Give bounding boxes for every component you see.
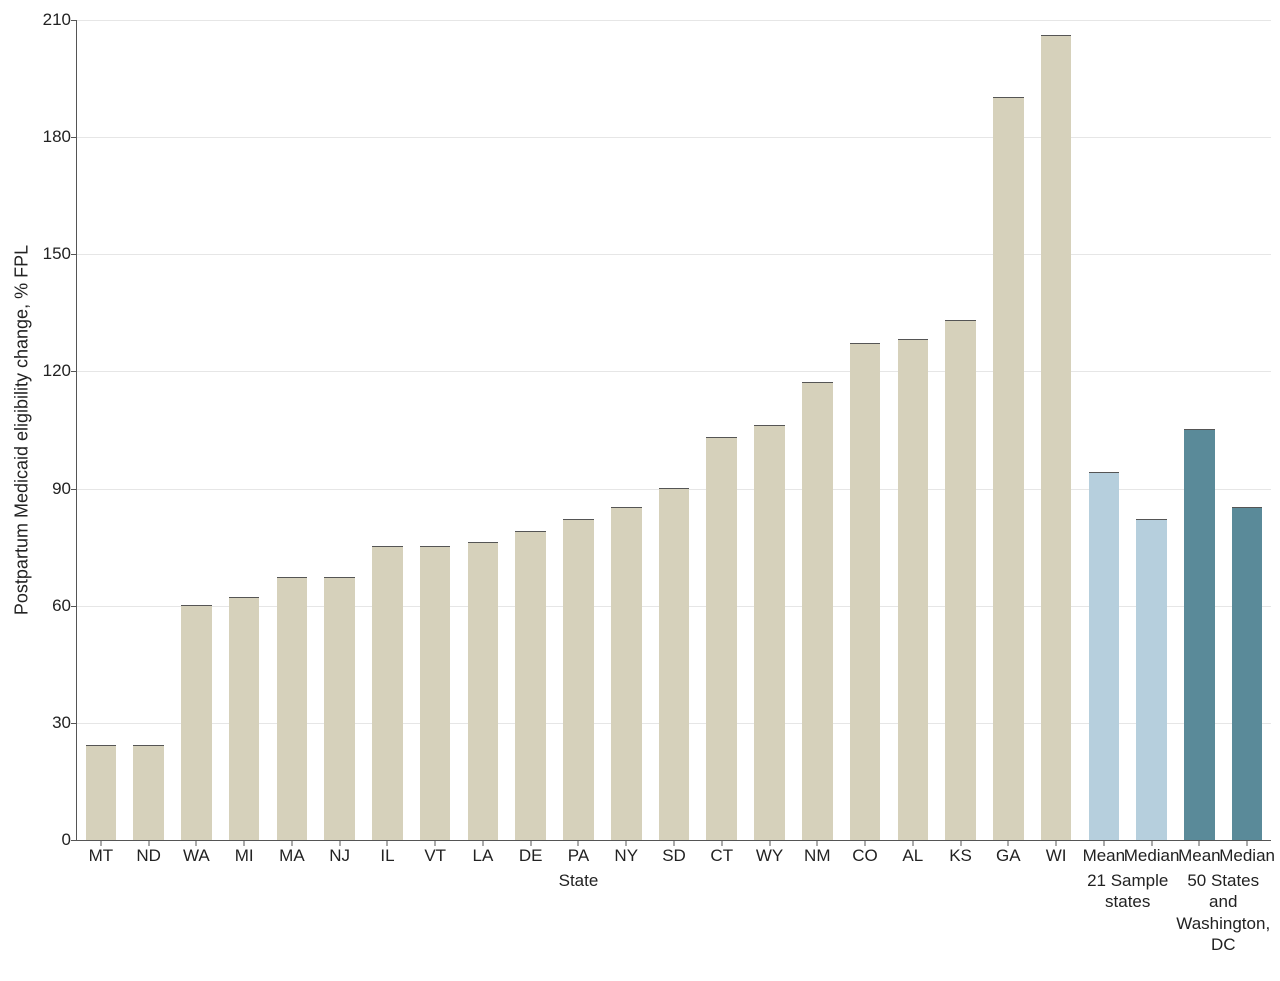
bar-fill [754,425,785,840]
x-tick-label: KS [949,840,972,866]
bar-fill [563,519,594,840]
y-tick-label: 150 [43,244,77,264]
x-tick-label: VT [424,840,446,866]
bar-all-median [1232,508,1263,840]
bar-state-mi [229,598,260,840]
bar-fill [181,605,212,840]
bar-all-mean [1184,430,1215,840]
bar-state-ga [993,98,1024,840]
x-tick-label: SD [662,840,686,866]
y-tick-label: 30 [52,713,77,733]
x-tick-label: ND [136,840,161,866]
bar-state-il [372,547,403,840]
x-tick-label: WI [1046,840,1067,866]
x-tick-label: WA [183,840,210,866]
y-axis-label: Postpartum Medicaid eligibility change, … [12,245,33,615]
x-tick-label: LA [473,840,494,866]
y-tick-label: 210 [43,10,77,30]
bar-fill [229,597,260,840]
bar-state-nm [802,383,833,840]
bar-state-nd [133,746,164,840]
bar-fill [850,343,881,840]
y-tick-label: 60 [52,596,77,616]
x-group-label-state: State [559,840,599,891]
bar-fill [1184,429,1215,840]
bar-fill [372,546,403,840]
bar-state-wa [181,606,212,840]
x-tick-label: IL [380,840,394,866]
gridline [77,20,1271,21]
x-tick-label: MA [279,840,305,866]
x-tick-label: AL [902,840,923,866]
x-tick-label: DE [519,840,543,866]
bar-state-ks [945,321,976,840]
bar-fill [420,546,451,840]
bar-state-ct [706,438,737,840]
x-tick-label: NJ [329,840,350,866]
x-tick-label: NY [614,840,638,866]
bar-state-ny [611,508,642,840]
bar-state-mt [86,746,117,840]
bar-fill [277,577,308,840]
gridline [77,371,1271,372]
bar-fill [1232,507,1263,840]
bar-fill [86,745,117,840]
gridline [77,137,1271,138]
x-tick-label: CT [710,840,733,866]
x-tick-label: NM [804,840,830,866]
bar-fill [945,320,976,840]
bar-fill [1041,35,1072,840]
bar-fill [468,542,499,840]
bar-fill [1136,519,1167,840]
bar-state-pa [563,520,594,840]
bar-state-nj [324,578,355,840]
bar-state-co [850,344,881,840]
bar-fill [993,97,1024,840]
bar-state-al [898,340,929,840]
bar-state-sd [659,489,690,840]
bar-state-wi [1041,36,1072,840]
bar-state-wy [754,426,785,840]
x-tick-label: CO [852,840,878,866]
bar-fill [515,531,546,840]
y-tick-label: 0 [62,830,77,850]
bar-fill [659,488,690,840]
chart-container: Postpartum Medicaid eligibility change, … [0,0,1280,981]
y-tick-label: 180 [43,127,77,147]
bar-fill [133,745,164,840]
bar-fill [324,577,355,840]
bar-state-la [468,543,499,840]
bar-state-ma [277,578,308,840]
x-tick-label: MI [235,840,254,866]
bar-fill [1089,472,1120,840]
bar-state-de [515,532,546,840]
x-tick-label: MT [89,840,114,866]
x-tick-label: WY [756,840,783,866]
x-tick-label: GA [996,840,1021,866]
plot-area: 0306090120150180210MTNDWAMIMANJILVTLADEP… [76,20,1271,841]
bar-sample-median [1136,520,1167,840]
bar-state-vt [420,547,451,840]
bar-fill [706,437,737,840]
bar-sample-mean [1089,473,1120,840]
bar-fill [611,507,642,840]
y-tick-label: 90 [52,479,77,499]
x-group-label-sample: 21 Samplestates [1087,840,1168,913]
x-group-label-all: 50 StatesandWashington,DC [1176,840,1270,955]
bar-fill [802,382,833,840]
y-tick-label: 120 [43,361,77,381]
gridline [77,254,1271,255]
bar-fill [898,339,929,840]
